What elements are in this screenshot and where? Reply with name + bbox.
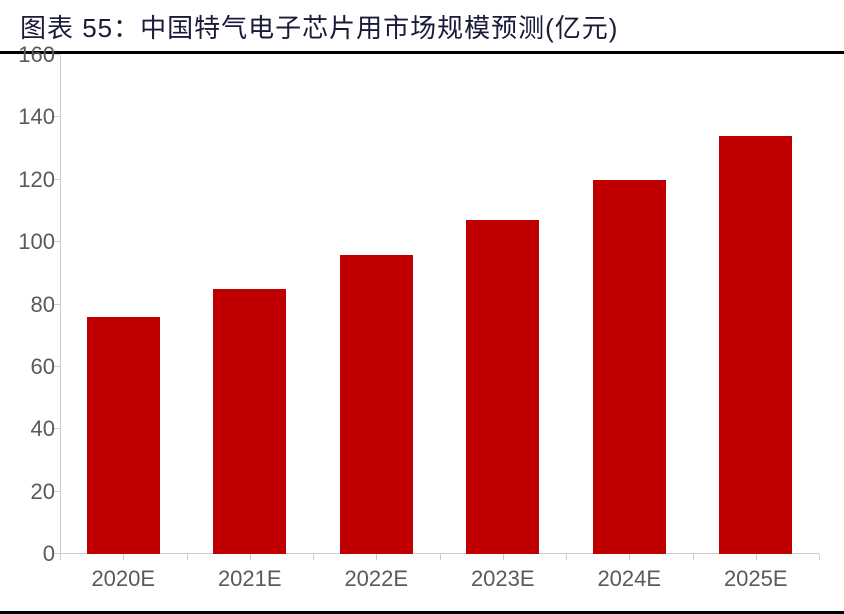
x-tick-mark	[440, 554, 441, 560]
y-axis-line	[60, 55, 61, 554]
x-tick-mark	[376, 554, 377, 560]
y-tick-label: 40	[10, 416, 55, 442]
y-tick-label: 120	[10, 167, 55, 193]
y-tick-mark	[54, 54, 60, 55]
x-tick-mark	[313, 554, 314, 560]
y-tick-mark	[54, 241, 60, 242]
x-tick-mark	[60, 554, 61, 560]
y-axis: 020406080100120140160	[10, 55, 55, 554]
bar	[340, 255, 413, 554]
bar	[593, 180, 666, 554]
y-tick-mark	[54, 179, 60, 180]
x-tick-mark	[250, 554, 251, 560]
x-tick-mark	[503, 554, 504, 560]
bars-region: 2020E2021E2022E2023E2024E2025E	[60, 55, 819, 554]
y-tick-label: 80	[10, 292, 55, 318]
y-tick-label: 100	[10, 229, 55, 255]
bar-group	[719, 136, 792, 554]
y-tick-mark	[54, 428, 60, 429]
x-tick-mark	[123, 554, 124, 560]
y-tick-mark	[54, 366, 60, 367]
y-tick-label: 160	[10, 42, 55, 68]
bar	[213, 289, 286, 554]
y-tick-label: 20	[10, 479, 55, 505]
y-tick-label: 60	[10, 354, 55, 380]
x-tick-mark	[693, 554, 694, 560]
y-tick-label: 140	[10, 104, 55, 130]
bar-group	[87, 317, 160, 554]
x-tick-label: 2021E	[218, 566, 282, 592]
x-tick-mark	[819, 554, 820, 560]
bar	[719, 136, 792, 554]
x-tick-mark	[756, 554, 757, 560]
bar-group	[213, 289, 286, 554]
plot-area: 020406080100120140160 2020E2021E2022E202…	[60, 55, 819, 554]
x-tick-mark	[566, 554, 567, 560]
x-tick-label: 2023E	[471, 566, 535, 592]
title-bar: 图表 55：中国特气电子芯片用市场规模预测(亿元)	[0, 0, 844, 54]
y-tick-mark	[54, 491, 60, 492]
x-tick-label: 2020E	[91, 566, 155, 592]
bar	[466, 220, 539, 554]
y-tick-mark	[54, 116, 60, 117]
x-tick-label: 2024E	[597, 566, 661, 592]
x-tick-mark	[629, 554, 630, 560]
x-tick-label: 2025E	[724, 566, 788, 592]
chart-container: 图表 55：中国特气电子芯片用市场规模预测(亿元) 02040608010012…	[0, 0, 844, 614]
bar	[87, 317, 160, 554]
y-tick-mark	[54, 304, 60, 305]
bar-group	[340, 255, 413, 554]
chart-title: 图表 55：中国特气电子芯片用市场规模预测(亿元)	[20, 8, 824, 45]
bar-group	[593, 180, 666, 554]
bar-group	[466, 220, 539, 554]
y-tick-label: 0	[10, 541, 55, 567]
x-tick-mark	[187, 554, 188, 560]
x-tick-label: 2022E	[344, 566, 408, 592]
